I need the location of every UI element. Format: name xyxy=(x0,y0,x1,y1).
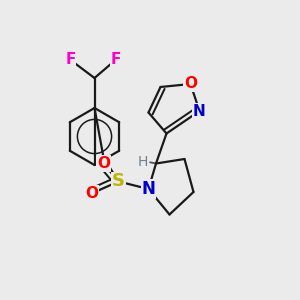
Text: O: O xyxy=(184,76,197,92)
Text: S: S xyxy=(112,172,125,190)
Text: O: O xyxy=(85,186,98,201)
Text: N: N xyxy=(142,180,155,198)
Text: O: O xyxy=(97,156,110,171)
Text: F: F xyxy=(65,52,76,68)
Text: H: H xyxy=(137,155,148,169)
Text: N: N xyxy=(193,103,206,118)
Text: F: F xyxy=(110,52,121,68)
